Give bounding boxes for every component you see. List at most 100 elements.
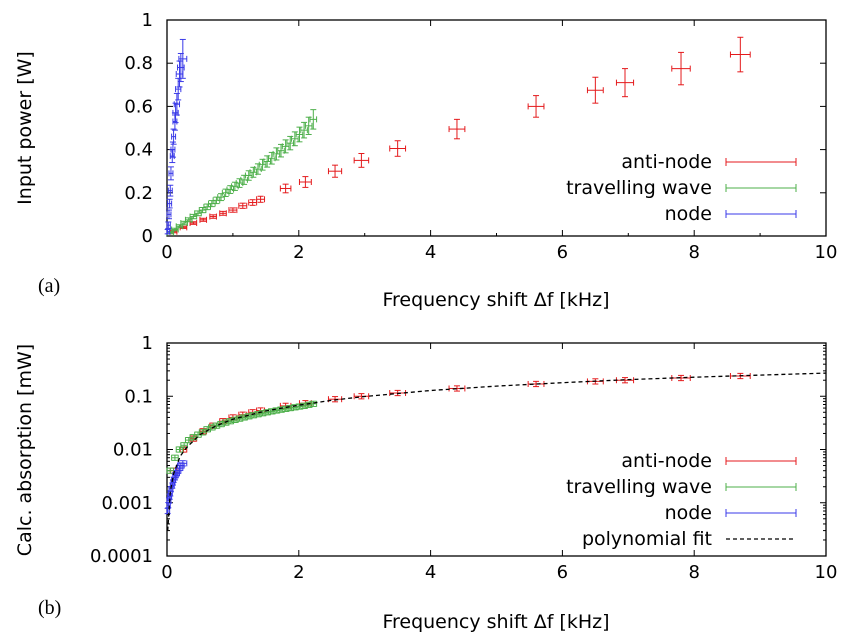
x-tick-label: 4: [425, 562, 436, 583]
data-point: [298, 176, 312, 188]
panel-a-y-axis-title: Input power [W]: [14, 51, 36, 205]
x-tick-label: 8: [688, 242, 699, 263]
data-point: [189, 213, 198, 220]
legend-label: travelling wave: [566, 476, 712, 498]
data-point: [166, 467, 175, 474]
data-point: [304, 116, 313, 135]
data-point: [300, 402, 308, 409]
data-point: [231, 181, 239, 191]
data-point: [353, 393, 370, 400]
data-point: [167, 166, 174, 181]
data-point: [167, 184, 174, 197]
data-point: [169, 149, 176, 164]
data-point: [228, 207, 238, 214]
data-point: [170, 128, 177, 145]
data-point: [172, 102, 179, 124]
data-point: [178, 38, 188, 79]
data-point: [235, 415, 244, 422]
y-tick-label: 0.0001: [90, 546, 153, 567]
data-point: [166, 198, 173, 209]
data-point: [448, 118, 466, 140]
data-point: [327, 396, 343, 403]
data-point: [281, 139, 290, 154]
panel-a-legend: anti-node travelling wave node: [566, 151, 797, 225]
y-tick-label: 0.6: [124, 96, 153, 117]
panel-b-legend: anti-node travelling wave node polynomial f…: [566, 450, 797, 550]
data-point: [171, 226, 179, 233]
x-tick-label: 8: [688, 562, 699, 583]
panel-a-series: [164, 36, 751, 236]
data-point: [217, 193, 225, 202]
data-point: [256, 195, 266, 203]
data-point: [171, 454, 179, 461]
data-point: [173, 92, 181, 116]
data-point: [249, 166, 258, 178]
series-polynomial-fit: [167, 372, 827, 531]
panel-a-plot-frame: [166, 19, 827, 237]
legend-label: anti-node: [621, 450, 712, 472]
data-point: [263, 155, 271, 168]
data-point: [165, 221, 172, 229]
data-point: [226, 185, 235, 194]
data-point: [389, 140, 407, 157]
data-point: [254, 411, 262, 418]
panel-b-x-axis-title: Frequency shift Δf [kHz]: [382, 611, 609, 633]
panel-b-series: [164, 372, 827, 531]
x-tick-label: 10: [815, 562, 838, 583]
data-point: [209, 213, 217, 220]
x-tick-label: 6: [557, 562, 568, 583]
data-point: [527, 95, 545, 118]
data-point: [527, 380, 545, 388]
legend-label: anti-node: [621, 151, 712, 173]
data-point: [165, 497, 172, 504]
series-anti-node: [169, 36, 751, 235]
panel-a-label: (a): [38, 275, 60, 297]
data-point: [164, 228, 171, 235]
y-tick-label: 1: [142, 10, 153, 31]
data-point: [184, 216, 193, 223]
legend-label: node: [665, 203, 712, 225]
data-point: [615, 377, 635, 384]
data-point: [189, 220, 198, 227]
x-tick-label: 6: [557, 242, 568, 263]
x-tick-label: 4: [425, 242, 436, 263]
data-point: [258, 158, 267, 171]
data-point: [277, 143, 285, 158]
data-point: [353, 152, 370, 168]
data-point: [286, 135, 295, 151]
y-tick-label: 0.01: [113, 440, 153, 461]
legend-label: travelling wave: [566, 177, 712, 199]
data-point: [729, 36, 751, 73]
legend-label: node: [665, 502, 712, 524]
y-tick-label: 0.4: [124, 140, 153, 161]
series-travelling-wave: [166, 109, 318, 236]
y-tick-label: 0.001: [101, 493, 153, 514]
panel-a-x-axis-title: Frequency shift Δf [kHz]: [382, 289, 609, 311]
x-tick-label: 2: [293, 242, 304, 263]
data-point: [309, 400, 318, 407]
data-point: [194, 210, 202, 217]
data-point: [198, 206, 207, 214]
data-point: [221, 188, 230, 197]
x-tick-label: 10: [815, 242, 838, 263]
data-point: [254, 163, 262, 175]
y-tick-label: 0.8: [124, 53, 153, 74]
legend-label: polynomial fit: [582, 528, 712, 550]
data-point: [171, 112, 178, 131]
panel-b-calc-absorption: 0 2 4 6 8 10 0.0001 0.001 0.01 0.1 1 anti-node trav…: [14, 333, 837, 633]
y-tick-label: 0.1: [124, 386, 153, 407]
panel-b-ticks: 0 2 4 6 8 10 0.0001 0.001 0.01 0.1 1: [90, 333, 837, 583]
data-point: [238, 202, 248, 209]
data-point: [272, 147, 281, 161]
data-point: [199, 216, 208, 223]
panel-a-ticks: 0 2 4 6 8 10 0 0.2 0.4 0.6 0.8 1: [124, 10, 837, 263]
data-point: [448, 385, 466, 392]
data-point: [300, 121, 308, 139]
panel-b-y-axis-title: Calc. absorption [mW]: [14, 344, 36, 556]
fit-line: [167, 372, 827, 531]
data-point: [248, 199, 258, 206]
data-point: [219, 210, 227, 217]
series-node: [164, 38, 188, 235]
data-point: [671, 51, 691, 86]
